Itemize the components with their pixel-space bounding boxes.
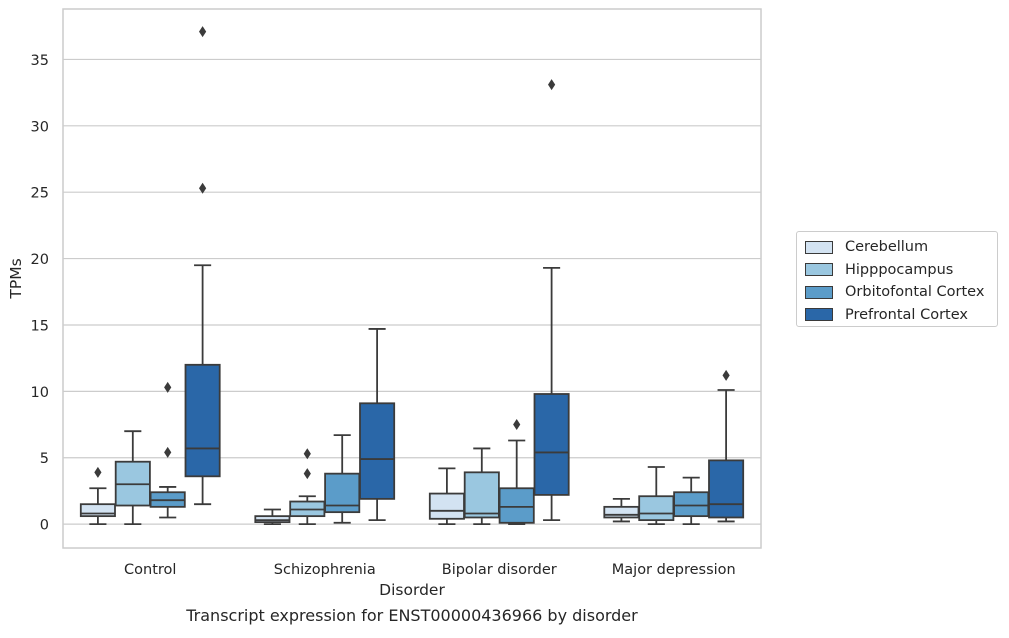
box-schizophrenia-cerebellum [254,515,291,524]
box-bipolar-disorder-cerebellum [428,492,465,520]
y-tick-label-25: 25 [31,186,49,202]
box-major-depression-cerebellum [603,505,640,519]
box-schizophrenia-prefrontal-cortex [359,402,396,500]
x-tick-label-major-depression: Major depression [612,562,736,578]
x-tick-label-control: Control [124,562,176,578]
box-bipolar-disorder-orbitofontal-cortex-outlier-0 [513,419,521,431]
y-tick-label-35: 35 [31,53,49,69]
box-control-prefrontal-cortex-outlier-1 [199,26,207,38]
legend-label-orbitofrontal: Orbitofontal Cortex [845,284,985,301]
box-bipolar-disorder-prefrontal-cortex [533,393,570,496]
box-schizophrenia-hipppocampus-outlier-1 [303,448,311,460]
legend-item-prefrontal: Prefrontal Cortex [805,304,997,327]
box-control-orbitofontal-cortex-outlier-1 [164,381,172,393]
box-control-prefrontal-cortex [184,363,221,478]
box-bipolar-disorder-hipppocampus [463,471,500,519]
x-tick-label-schizophrenia: Schizophrenia [274,562,376,578]
legend-label-prefrontal: Prefrontal Cortex [845,306,968,323]
legend-swatch-cerebellum [805,240,833,254]
box-schizophrenia-hipppocampus-outlier-0 [303,468,311,480]
x-tick-label-bipolar-disorder: Bipolar disorder [442,562,557,578]
y-tick-label-15: 15 [31,318,49,334]
box-control-cerebellum-outlier-0 [94,466,102,478]
box-major-depression-hipppocampus [638,495,675,522]
legend-swatch-hippocampus [805,263,833,277]
legend-item-orbitofrontal: Orbitofontal Cortex [805,281,997,304]
box-bipolar-disorder-prefrontal-cortex-outlier-0 [548,79,556,91]
box-control-orbitofontal-cortex-outlier-0 [164,446,172,458]
legend-label-hippocampus: Hipppocampus [845,261,954,278]
box-control-prefrontal-cortex-outlier-0 [199,182,207,194]
box-control-cerebellum [79,503,116,518]
legend-swatch-orbitofrontal [805,285,833,299]
box-major-depression-prefrontal-cortex-outlier-0 [722,369,730,381]
y-tick-label-30: 30 [31,119,49,135]
legend-swatch-prefrontal [805,308,833,322]
y-tick-label-20: 20 [31,252,49,268]
legend-item-cerebellum: Cerebellum [805,236,997,259]
y-tick-label-5: 5 [40,451,49,467]
chart-caption: Transcript expression for ENST0000043696… [186,606,638,625]
box-bipolar-disorder-orbitofontal-cortex [498,487,535,524]
legend-item-hippocampus: Hipppocampus [805,259,997,282]
box-major-depression-orbitofontal-cortex [673,491,710,518]
y-tick-label-0: 0 [40,518,49,534]
y-tick-label-10: 10 [31,385,49,401]
box-major-depression-prefrontal-cortex [708,459,745,519]
plot-frame [62,8,762,549]
y-axis-label: TPMs [7,258,25,299]
legend-label-cerebellum: Cerebellum [845,239,929,256]
x-axis-label: Disorder [379,581,445,599]
legend: Cerebellum Hipppocampus Orbitofontal Cor… [796,231,998,327]
